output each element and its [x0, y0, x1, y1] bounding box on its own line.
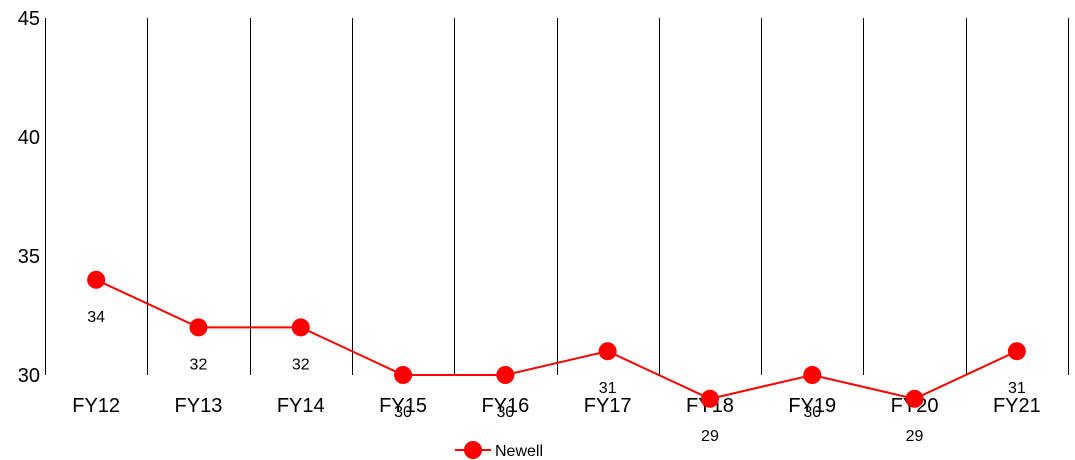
legend-marker: [464, 441, 482, 459]
data-labels: 34 32 32 30 30 31 29 30 29 31: [87, 309, 1026, 445]
data-label: 30: [803, 404, 821, 421]
data-label: 32: [292, 356, 310, 373]
data-point: [189, 318, 208, 337]
data-label: 30: [496, 404, 514, 421]
data-point: [803, 366, 822, 384]
data-label: 31: [1008, 380, 1026, 397]
x-tick-label: FY17: [584, 395, 632, 417]
data-point: [394, 366, 413, 384]
y-tick-label: 45: [18, 8, 40, 30]
data-point: [496, 366, 515, 384]
y-tick-label: 35: [18, 246, 40, 268]
y-tick-label: 30: [18, 365, 40, 387]
x-tick-label: FY12: [72, 395, 120, 417]
x-tick-label: FY19: [788, 395, 836, 417]
data-point: [700, 389, 719, 408]
data-label: 34: [87, 309, 105, 326]
data-point: [291, 318, 310, 337]
series-line-newell: [95, 278, 1018, 400]
legend: Newell: [455, 441, 543, 460]
y-tick-label: 40: [18, 127, 40, 149]
data-point: [87, 270, 106, 289]
data-label: 30: [394, 404, 412, 421]
x-tick-label: FY13: [175, 395, 223, 417]
data-point: [1007, 342, 1026, 361]
data-point: [598, 342, 617, 361]
data-label: 32: [190, 356, 208, 373]
data-label: 31: [599, 380, 617, 397]
x-tick-label: FY16: [481, 395, 529, 417]
data-label: 29: [701, 428, 719, 445]
vertical-gridlines: [45, 18, 1069, 375]
data-label: 29: [906, 428, 924, 445]
legend-label: Newell: [495, 443, 543, 460]
data-point: [905, 389, 924, 408]
x-tick-label: FY14: [277, 395, 325, 417]
x-axis: FY12FY13FY14FY15FY16FY17FY18FY19FY20FY21: [72, 395, 1041, 417]
series-layer: [87, 270, 1026, 408]
y-axis: 30 35 40 45: [18, 8, 40, 387]
x-tick-label: FY21: [993, 395, 1041, 417]
x-tick-label: FY15: [379, 395, 427, 417]
